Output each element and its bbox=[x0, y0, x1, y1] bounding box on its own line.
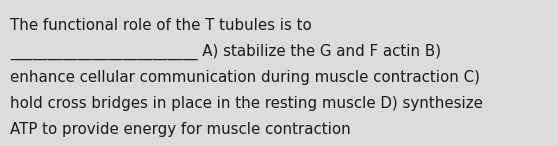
Text: ATP to provide energy for muscle contraction: ATP to provide energy for muscle contrac… bbox=[10, 122, 351, 137]
Text: enhance cellular communication during muscle contraction C): enhance cellular communication during mu… bbox=[10, 70, 480, 85]
Text: The functional role of the T tubules is to: The functional role of the T tubules is … bbox=[10, 18, 312, 33]
Text: hold cross bridges in place in the resting muscle D) synthesize: hold cross bridges in place in the resti… bbox=[10, 96, 483, 111]
Text: _________________________ A) stabilize the G and F actin B): _________________________ A) stabilize t… bbox=[10, 44, 441, 60]
